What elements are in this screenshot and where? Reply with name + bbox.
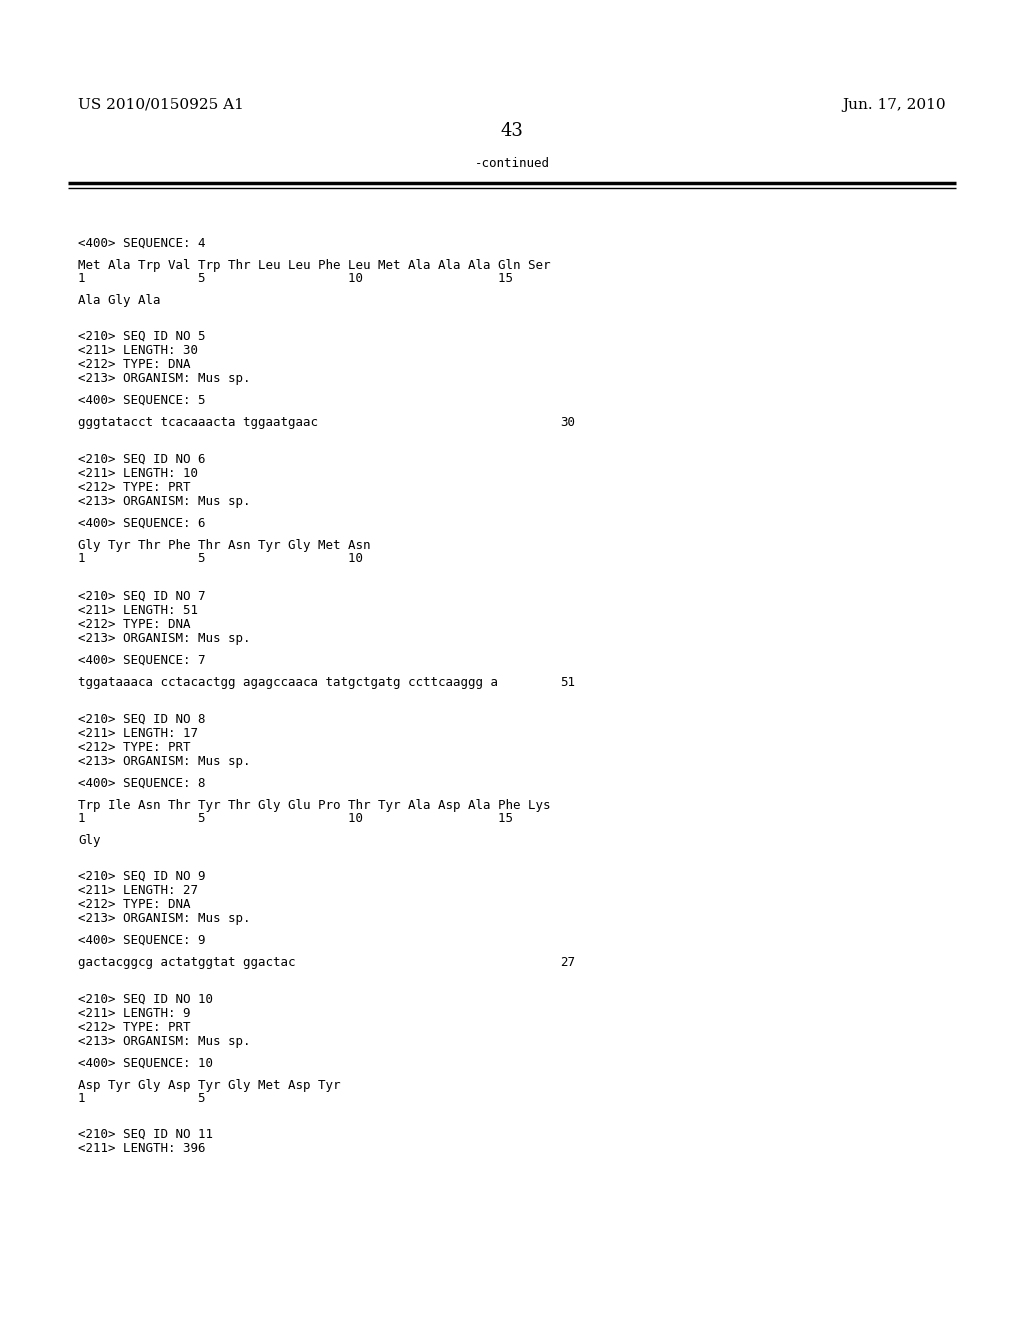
Text: 1               5                   10                  15: 1 5 10 15 — [78, 272, 513, 285]
Text: <213> ORGANISM: Mus sp.: <213> ORGANISM: Mus sp. — [78, 632, 251, 645]
Text: Gly Tyr Thr Phe Thr Asn Tyr Gly Met Asn: Gly Tyr Thr Phe Thr Asn Tyr Gly Met Asn — [78, 539, 371, 552]
Text: <213> ORGANISM: Mus sp.: <213> ORGANISM: Mus sp. — [78, 755, 251, 768]
Text: <211> LENGTH: 30: <211> LENGTH: 30 — [78, 345, 198, 356]
Text: gggtatacct tcacaaacta tggaatgaac: gggtatacct tcacaaacta tggaatgaac — [78, 416, 318, 429]
Text: <211> LENGTH: 17: <211> LENGTH: 17 — [78, 727, 198, 741]
Text: <211> LENGTH: 10: <211> LENGTH: 10 — [78, 467, 198, 480]
Text: <213> ORGANISM: Mus sp.: <213> ORGANISM: Mus sp. — [78, 495, 251, 508]
Text: Ala Gly Ala: Ala Gly Ala — [78, 294, 161, 308]
Text: US 2010/0150925 A1: US 2010/0150925 A1 — [78, 98, 244, 112]
Text: <212> TYPE: DNA: <212> TYPE: DNA — [78, 358, 190, 371]
Text: Trp Ile Asn Thr Tyr Thr Gly Glu Pro Thr Tyr Ala Asp Ala Phe Lys: Trp Ile Asn Thr Tyr Thr Gly Glu Pro Thr … — [78, 799, 551, 812]
Text: gactacggcg actatggtat ggactac: gactacggcg actatggtat ggactac — [78, 956, 296, 969]
Text: <210> SEQ ID NO 5: <210> SEQ ID NO 5 — [78, 330, 206, 343]
Text: 27: 27 — [560, 956, 575, 969]
Text: Met Ala Trp Val Trp Thr Leu Leu Phe Leu Met Ala Ala Ala Gln Ser: Met Ala Trp Val Trp Thr Leu Leu Phe Leu … — [78, 259, 551, 272]
Text: tggataaaca cctacactgg agagccaaca tatgctgatg ccttcaaggg a: tggataaaca cctacactgg agagccaaca tatgctg… — [78, 676, 498, 689]
Text: <400> SEQUENCE: 6: <400> SEQUENCE: 6 — [78, 517, 206, 531]
Text: <400> SEQUENCE: 4: <400> SEQUENCE: 4 — [78, 238, 206, 249]
Text: <212> TYPE: PRT: <212> TYPE: PRT — [78, 1020, 190, 1034]
Text: 51: 51 — [560, 676, 575, 689]
Text: <210> SEQ ID NO 8: <210> SEQ ID NO 8 — [78, 713, 206, 726]
Text: <400> SEQUENCE: 5: <400> SEQUENCE: 5 — [78, 393, 206, 407]
Text: <211> LENGTH: 9: <211> LENGTH: 9 — [78, 1007, 190, 1020]
Text: <211> LENGTH: 51: <211> LENGTH: 51 — [78, 605, 198, 616]
Text: <212> TYPE: DNA: <212> TYPE: DNA — [78, 898, 190, 911]
Text: <210> SEQ ID NO 9: <210> SEQ ID NO 9 — [78, 870, 206, 883]
Text: <210> SEQ ID NO 11: <210> SEQ ID NO 11 — [78, 1129, 213, 1140]
Text: -continued: -continued — [474, 157, 550, 170]
Text: Gly: Gly — [78, 834, 100, 847]
Text: <212> TYPE: DNA: <212> TYPE: DNA — [78, 618, 190, 631]
Text: 1               5                   10: 1 5 10 — [78, 552, 362, 565]
Text: <210> SEQ ID NO 10: <210> SEQ ID NO 10 — [78, 993, 213, 1006]
Text: <400> SEQUENCE: 9: <400> SEQUENCE: 9 — [78, 935, 206, 946]
Text: <213> ORGANISM: Mus sp.: <213> ORGANISM: Mus sp. — [78, 1035, 251, 1048]
Text: <400> SEQUENCE: 8: <400> SEQUENCE: 8 — [78, 777, 206, 789]
Text: Jun. 17, 2010: Jun. 17, 2010 — [843, 98, 946, 112]
Text: <212> TYPE: PRT: <212> TYPE: PRT — [78, 741, 190, 754]
Text: <213> ORGANISM: Mus sp.: <213> ORGANISM: Mus sp. — [78, 372, 251, 385]
Text: 1               5                   10                  15: 1 5 10 15 — [78, 812, 513, 825]
Text: <211> LENGTH: 27: <211> LENGTH: 27 — [78, 884, 198, 898]
Text: Asp Tyr Gly Asp Tyr Gly Met Asp Tyr: Asp Tyr Gly Asp Tyr Gly Met Asp Tyr — [78, 1078, 341, 1092]
Text: 43: 43 — [501, 121, 523, 140]
Text: <211> LENGTH: 396: <211> LENGTH: 396 — [78, 1142, 206, 1155]
Text: 1               5: 1 5 — [78, 1092, 206, 1105]
Text: <400> SEQUENCE: 7: <400> SEQUENCE: 7 — [78, 653, 206, 667]
Text: <210> SEQ ID NO 7: <210> SEQ ID NO 7 — [78, 590, 206, 603]
Text: <400> SEQUENCE: 10: <400> SEQUENCE: 10 — [78, 1057, 213, 1071]
Text: <210> SEQ ID NO 6: <210> SEQ ID NO 6 — [78, 453, 206, 466]
Text: <213> ORGANISM: Mus sp.: <213> ORGANISM: Mus sp. — [78, 912, 251, 925]
Text: 30: 30 — [560, 416, 575, 429]
Text: <212> TYPE: PRT: <212> TYPE: PRT — [78, 480, 190, 494]
